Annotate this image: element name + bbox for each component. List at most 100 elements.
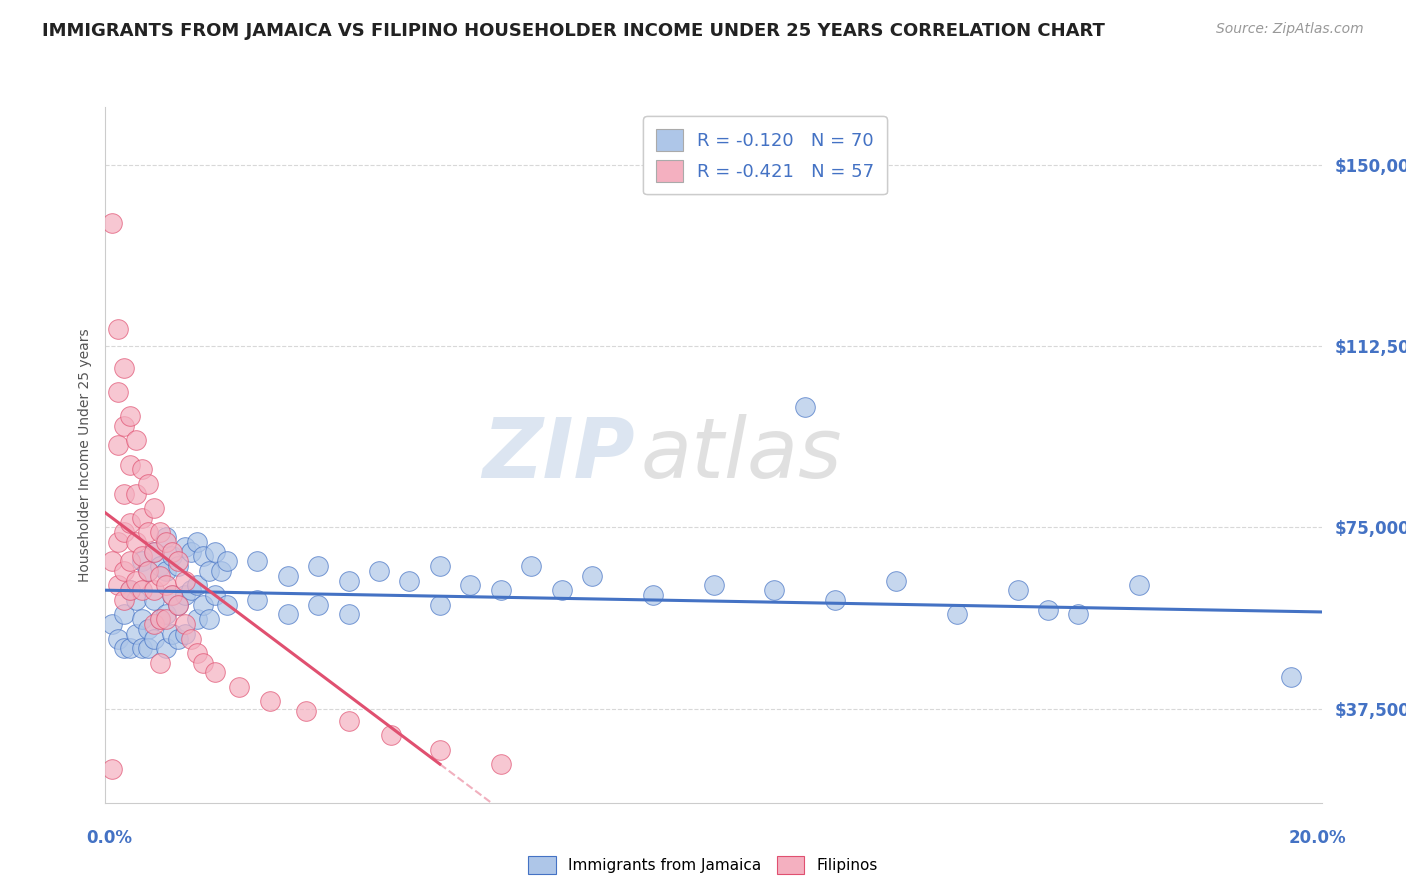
Point [112,361,135,376]
Point [162,549,184,564]
Point [155,530,177,544]
Point [295,704,318,718]
Point [125,486,148,500]
Point [429,559,451,574]
Point [162,626,184,640]
Text: ZIP: ZIP [482,415,634,495]
Point [149,525,172,540]
Point [173,540,195,554]
Point [143,544,166,558]
Point [131,612,153,626]
Legend: R = -0.120   N = 70, R = -0.421   N = 57: R = -0.120 N = 70, R = -0.421 N = 57 [643,116,887,194]
Point [107,385,129,400]
Point [277,607,299,622]
Point [131,510,153,524]
Point [550,583,572,598]
Point [945,607,967,622]
Point [149,656,172,670]
Point [112,419,135,434]
Point [155,534,177,549]
Point [167,598,190,612]
Point [136,564,159,578]
Point [277,568,299,582]
Point [125,574,148,588]
Point [380,728,402,742]
Point [149,568,172,582]
Point [884,574,907,588]
Point [167,632,190,646]
Point [136,476,159,491]
Point [1036,602,1059,616]
Point [398,574,420,588]
Point [112,564,135,578]
Point [173,617,195,632]
Point [173,588,195,602]
Point [162,588,184,602]
Point [131,641,153,656]
Point [131,554,153,568]
Point [186,612,208,626]
Point [162,588,184,602]
Point [118,516,141,530]
Point [489,757,512,772]
Point [136,525,159,540]
Point [118,409,141,424]
Point [149,559,172,574]
Text: 0.0%: 0.0% [87,829,132,847]
Point [131,583,153,598]
Point [118,583,141,598]
Point [112,607,135,622]
Point [155,564,177,578]
Point [173,626,195,640]
Point [641,588,664,602]
Point [131,462,153,476]
Point [107,322,129,336]
Point [155,578,177,592]
Point [136,641,159,656]
Point [763,583,786,598]
Point [112,486,135,500]
Point [149,612,172,626]
Point [180,583,202,598]
Point [246,554,269,568]
Point [118,583,141,598]
Point [180,544,202,558]
Point [307,559,329,574]
Point [143,583,166,598]
Point [204,544,226,558]
Point [191,656,214,670]
Point [118,554,141,568]
Text: Source: ZipAtlas.com: Source: ZipAtlas.com [1216,22,1364,37]
Point [136,622,159,636]
Point [107,632,129,646]
Point [217,598,239,612]
Point [186,578,208,592]
Point [793,400,815,414]
Point [191,598,214,612]
Point [217,554,239,568]
Point [429,598,451,612]
Point [702,578,725,592]
Point [337,574,360,588]
Point [155,607,177,622]
Point [180,632,202,646]
Point [100,762,122,776]
Point [100,617,122,632]
Point [155,612,177,626]
Point [191,549,214,564]
Point [209,564,232,578]
Point [143,632,166,646]
Point [368,564,391,578]
Point [198,564,221,578]
Point [112,641,135,656]
Point [167,598,190,612]
Point [458,578,481,592]
Point [125,592,148,607]
Point [149,612,172,626]
Point [259,694,281,708]
Point [1067,607,1090,622]
Point [1279,670,1302,684]
Point [198,612,221,626]
Point [107,534,129,549]
Point [581,568,603,582]
